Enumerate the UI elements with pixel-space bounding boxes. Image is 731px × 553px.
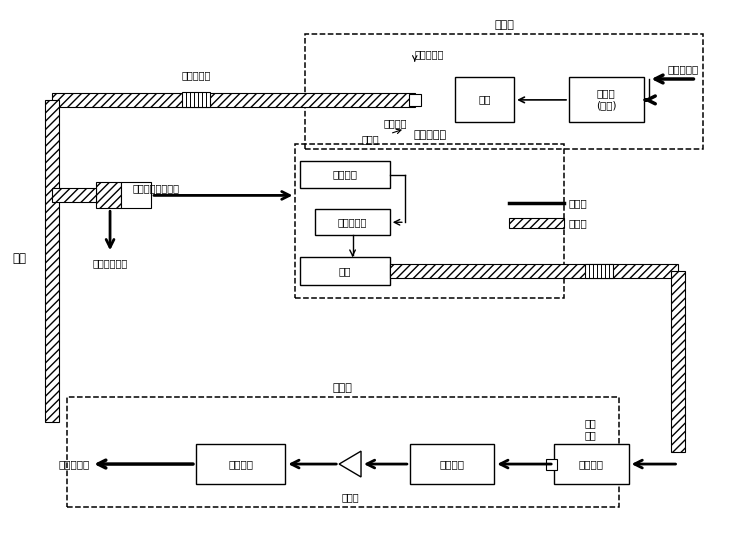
Text: 光耦合器: 光耦合器 bbox=[383, 118, 406, 128]
Text: 光调制信号: 光调制信号 bbox=[415, 49, 444, 59]
Text: 驱动器: 驱动器 bbox=[361, 134, 379, 144]
Bar bbox=[300, 160, 390, 189]
Text: 光纤合束器代射器: 光纤合束器代射器 bbox=[132, 184, 180, 194]
Bar bbox=[672, 271, 686, 452]
Text: 放大器: 放大器 bbox=[341, 492, 359, 502]
Text: 发送端: 发送端 bbox=[494, 20, 514, 30]
Bar bbox=[390, 264, 678, 278]
Text: 光源: 光源 bbox=[478, 95, 491, 105]
Text: 光源: 光源 bbox=[339, 266, 352, 276]
Bar bbox=[45, 100, 58, 422]
Text: 光纤接头盐: 光纤接头盐 bbox=[181, 70, 211, 80]
Text: 光缆: 光缆 bbox=[12, 252, 27, 264]
Text: 光信号: 光信号 bbox=[569, 218, 588, 228]
Bar bbox=[196, 444, 285, 484]
Text: 再生中继器: 再生中继器 bbox=[413, 130, 446, 140]
Bar bbox=[306, 34, 703, 149]
Bar bbox=[96, 182, 121, 208]
Text: 电再生电路: 电再生电路 bbox=[338, 217, 367, 227]
Bar bbox=[585, 264, 613, 279]
Bar bbox=[409, 94, 421, 106]
Bar bbox=[182, 92, 210, 107]
Bar bbox=[554, 444, 629, 484]
Bar bbox=[295, 144, 564, 298]
Text: 光放大器: 光放大器 bbox=[579, 459, 604, 469]
Text: 电端机
(调制): 电端机 (调制) bbox=[596, 88, 616, 110]
Bar bbox=[315, 210, 390, 235]
Bar bbox=[67, 398, 618, 507]
Text: 光纤线路备份: 光纤线路备份 bbox=[92, 258, 128, 268]
Text: 电信号输入: 电信号输入 bbox=[667, 64, 698, 74]
Bar bbox=[121, 182, 151, 208]
Text: 接收端: 接收端 bbox=[333, 383, 352, 393]
Bar bbox=[410, 444, 494, 484]
Bar bbox=[545, 458, 556, 469]
Text: 光检波器: 光检波器 bbox=[439, 459, 465, 469]
Text: 光检测器: 光检测器 bbox=[333, 170, 357, 180]
Text: 电信号输出: 电信号输出 bbox=[58, 459, 89, 469]
Text: 信号导出: 信号导出 bbox=[228, 459, 253, 469]
Bar bbox=[52, 93, 414, 107]
Bar bbox=[52, 189, 96, 202]
Bar bbox=[455, 77, 514, 122]
Bar bbox=[300, 257, 390, 285]
Bar bbox=[569, 77, 643, 122]
Text: 光电
转换: 光电 转换 bbox=[585, 419, 596, 440]
Bar bbox=[510, 218, 564, 228]
Text: 电信号: 电信号 bbox=[569, 199, 588, 208]
